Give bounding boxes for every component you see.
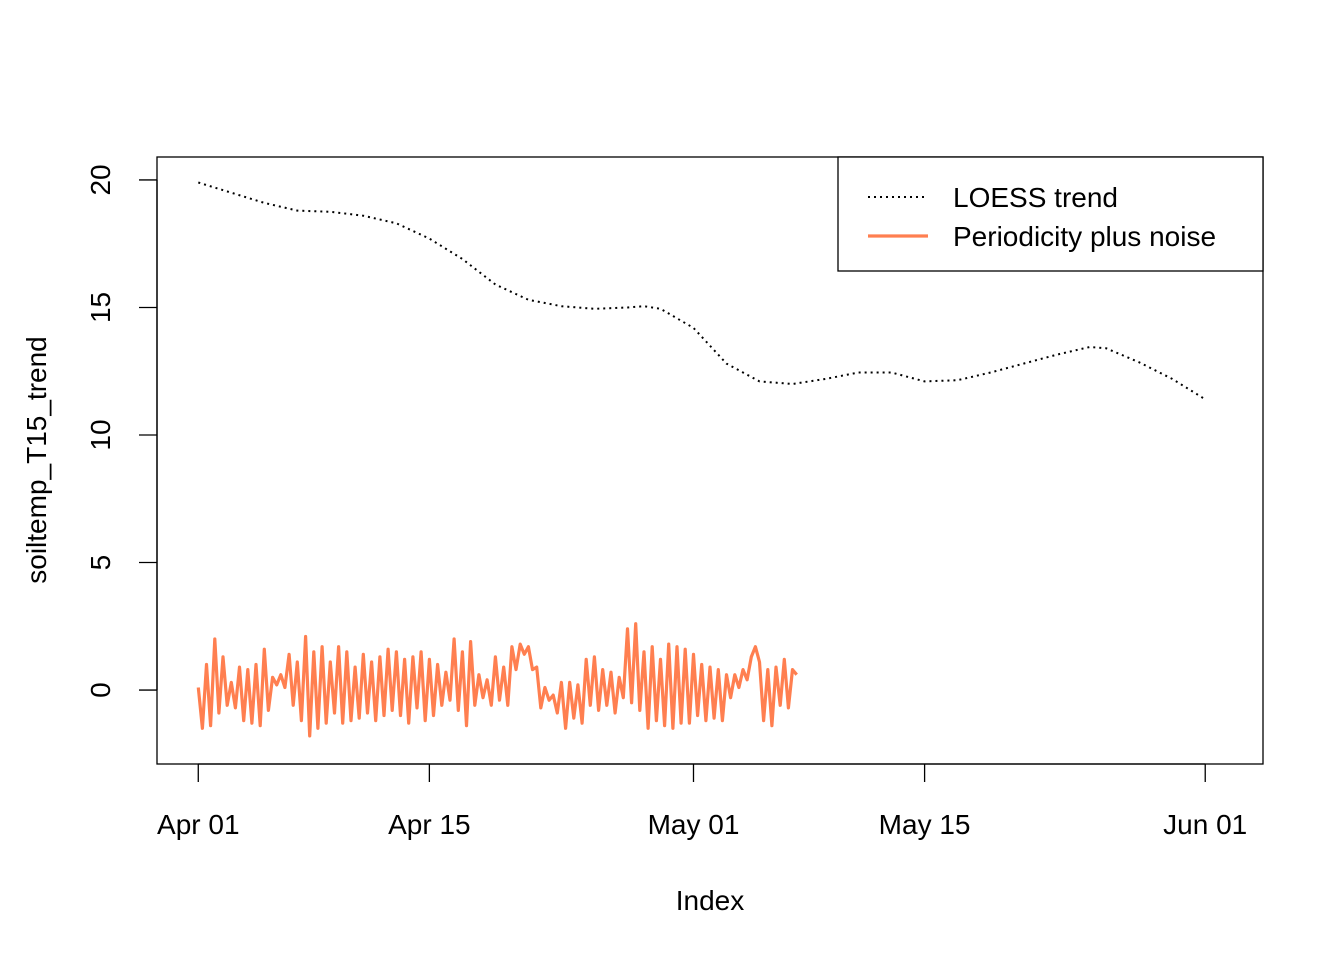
y-tick-label: 5: [85, 555, 116, 571]
x-tick-label: Jun 01: [1163, 809, 1247, 840]
y-tick-label: 10: [85, 419, 116, 450]
series-line-0: [198, 181, 1206, 401]
x-tick-label: Apr 15: [388, 809, 471, 840]
legend-box: [837, 156, 1264, 272]
x-tick-label: May 15: [879, 809, 971, 840]
series-line-1: [196, 622, 798, 738]
y-tick-label: 0: [85, 682, 116, 698]
y-axis: 0 5 10 15 20: [85, 164, 158, 698]
x-axis-label: Index: [676, 885, 745, 916]
y-tick-label: 20: [85, 164, 116, 195]
series-layer: [196, 181, 1206, 738]
legend-label-periodicity: Periodicity plus noise: [953, 221, 1216, 252]
legend: LOESS trend Periodicity plus noise: [837, 156, 1264, 272]
x-tick-label: Apr 01: [157, 809, 240, 840]
y-axis-label: soiltemp_T15_trend: [21, 336, 52, 583]
legend-label-loess: LOESS trend: [953, 182, 1118, 213]
x-tick-label: May 01: [648, 809, 740, 840]
y-tick-label: 15: [85, 292, 116, 323]
x-axis: Apr 01 Apr 15 May 01 May 15 Jun 01: [157, 763, 1247, 840]
